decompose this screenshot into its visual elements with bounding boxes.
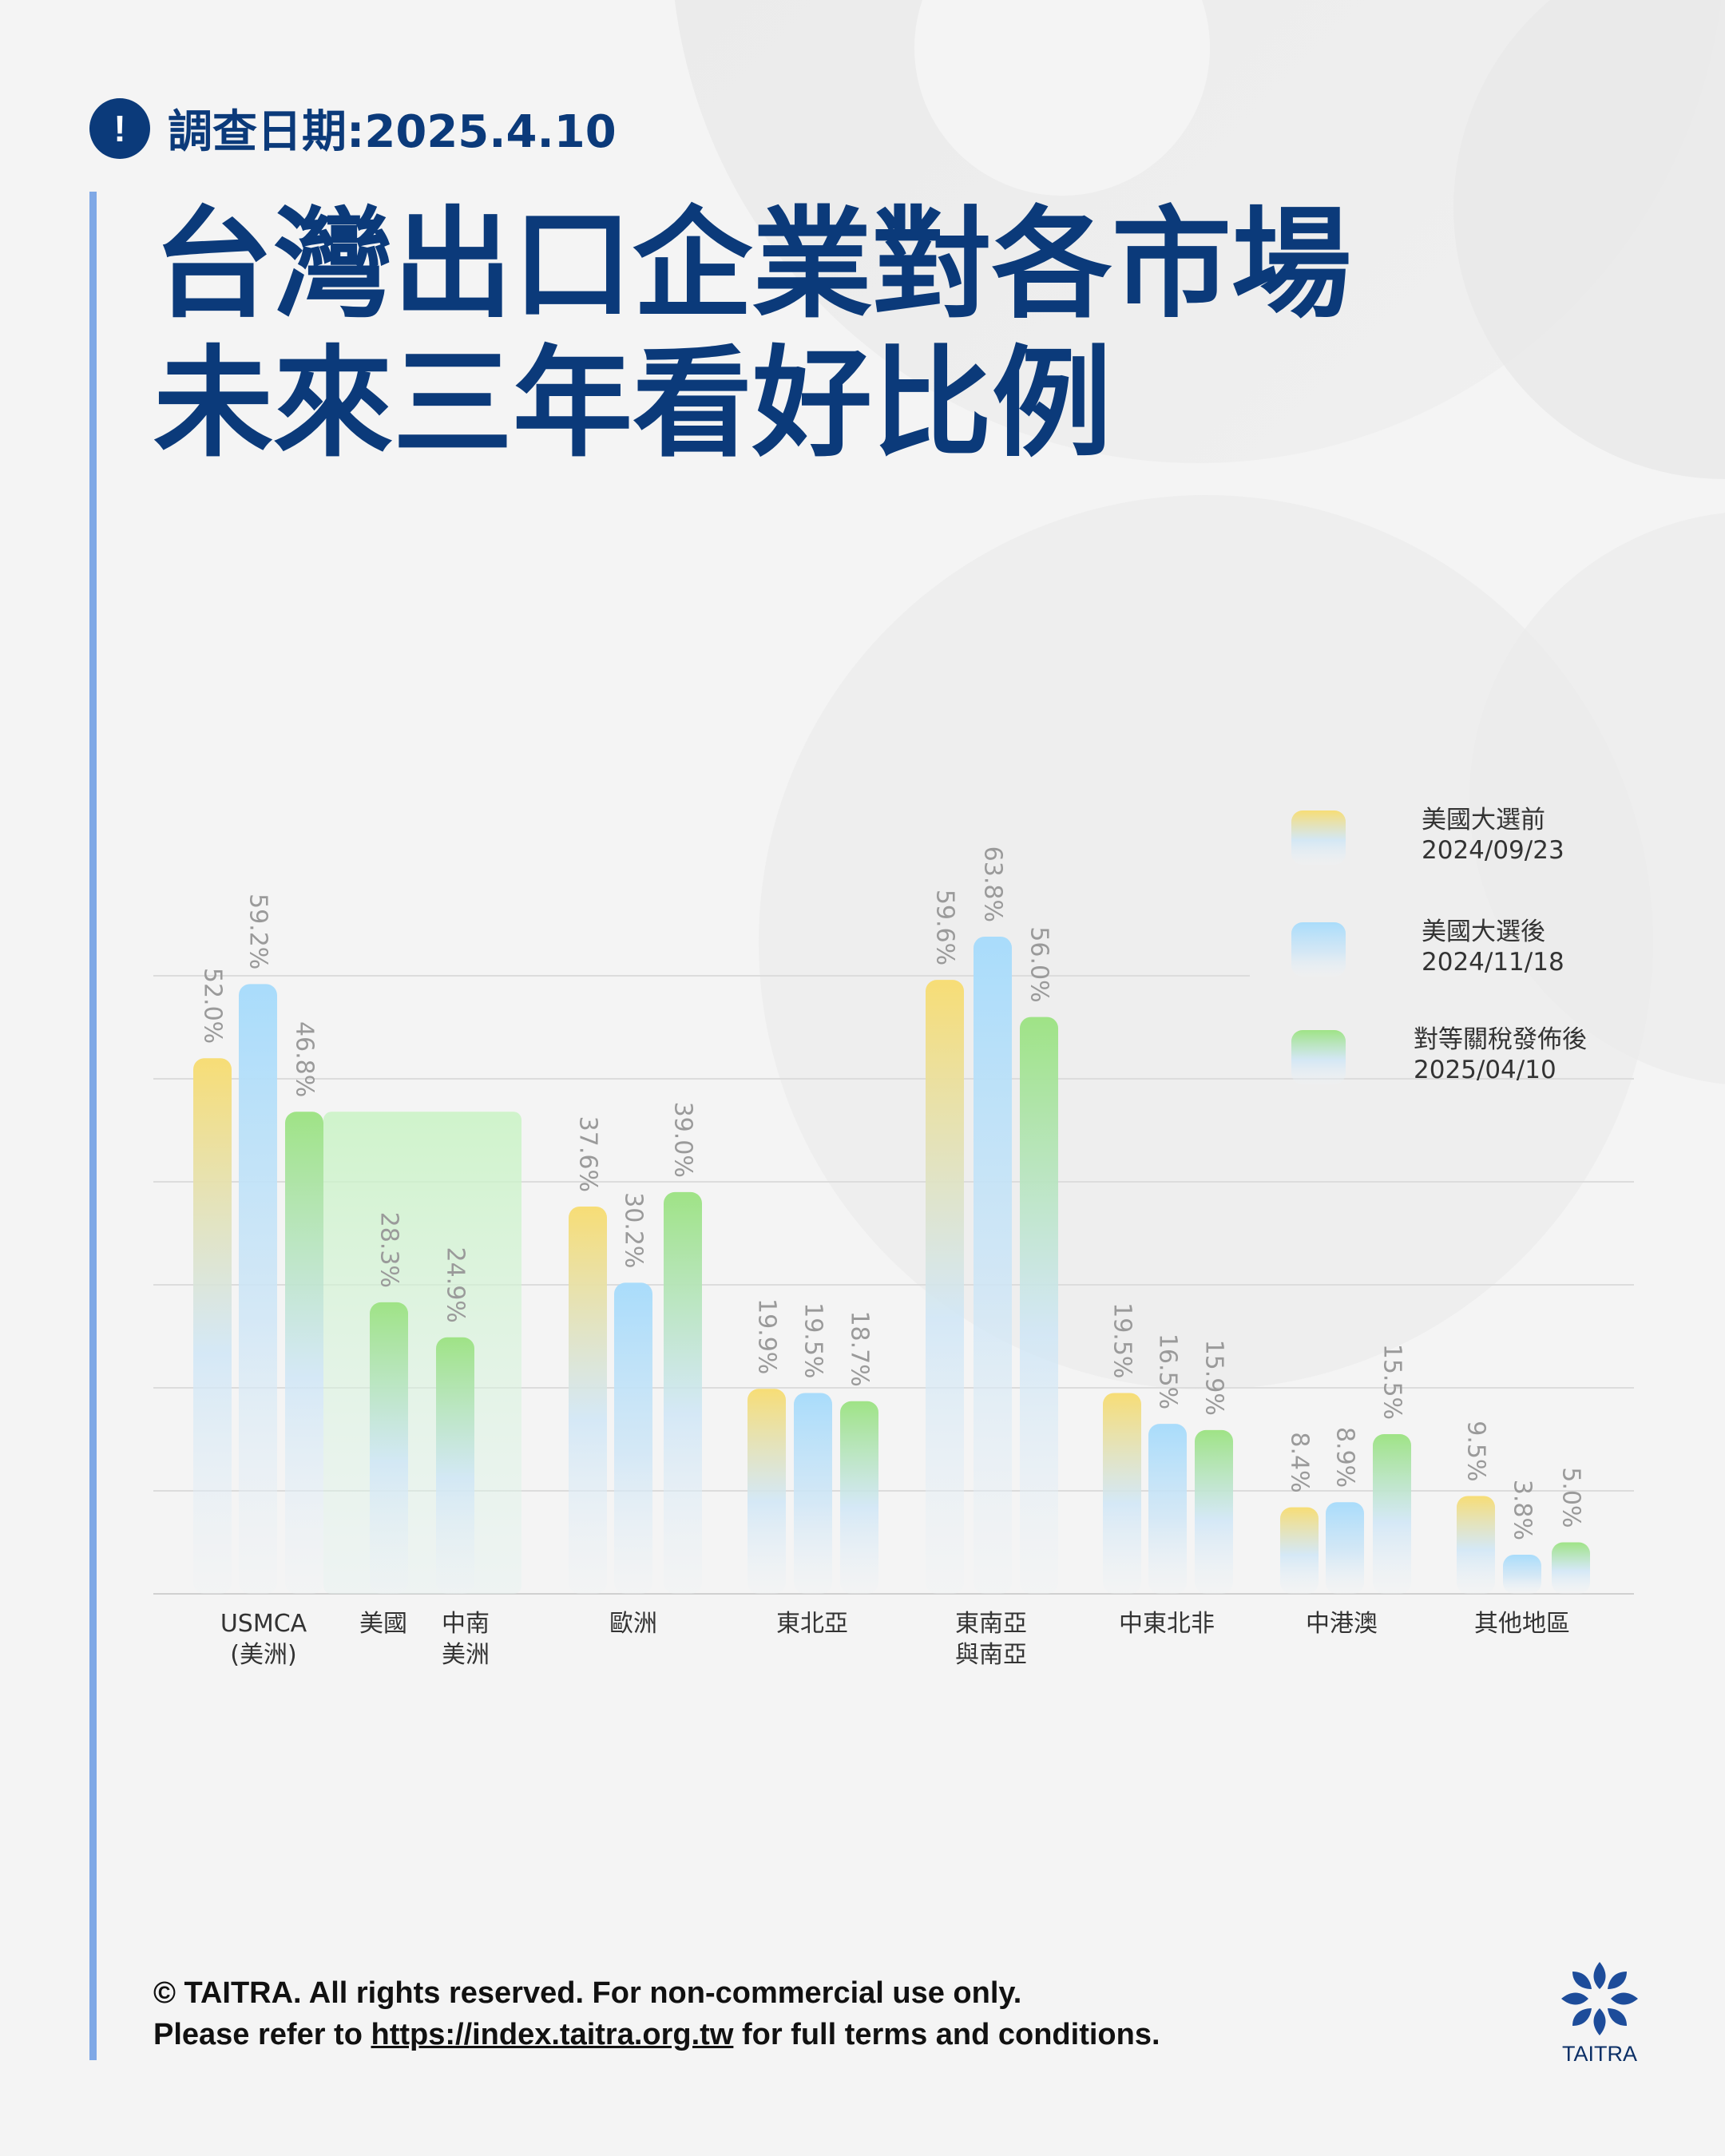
bar-2-8 <box>1552 1542 1590 1594</box>
bar-1-8 <box>1503 1554 1541 1594</box>
category-label-8: 其他地區 <box>1474 1610 1570 1638</box>
category-label-5: 東南亞 <box>955 1610 1027 1638</box>
bar-0-7 <box>1280 1507 1319 1594</box>
bar-1-7 <box>1326 1502 1364 1594</box>
survey-date: 調查日期:2025.4.10 <box>168 106 617 158</box>
footer-line-2: Please refer to https://index.taitra.org… <box>153 2014 1160 2055</box>
bar-0-0 <box>193 1058 232 1594</box>
data-label-1-3: 30.2% <box>620 1192 648 1268</box>
data-label-1-7: 8.9% <box>1331 1427 1359 1488</box>
footer-suffix: for full terms and conditions. <box>733 2018 1160 2051</box>
data-label-2-8: 5.0% <box>1557 1467 1585 1528</box>
legend-label-1: 2024/11/18 <box>1422 948 1564 977</box>
data-label-0-7: 8.4% <box>1286 1432 1314 1492</box>
category-label-7: 中港澳 <box>1306 1610 1378 1638</box>
bar-2-1 <box>370 1302 408 1594</box>
breakdown-area <box>323 1112 521 1594</box>
footer-prefix: Please refer to <box>153 2018 371 2051</box>
data-label-0-0: 52.0% <box>199 968 227 1044</box>
data-label-0-8: 9.5% <box>1462 1421 1490 1481</box>
category-label-4: 東北亞 <box>776 1610 848 1638</box>
title-line-1: 台灣出口企業對各市場 <box>153 196 1352 335</box>
legend-swatch-2 <box>1291 1030 1346 1084</box>
bar-0-3 <box>569 1206 607 1594</box>
category-label-6: 中東北非 <box>1119 1610 1215 1638</box>
data-label-0-6: 19.5% <box>1108 1302 1136 1378</box>
bar-1-4 <box>794 1393 832 1594</box>
data-label-0-5: 59.6% <box>931 890 959 965</box>
taitra-logo-text: TAITRA <box>1562 2042 1637 2066</box>
taitra-logo: TAITRA <box>1556 1960 1644 2067</box>
bar-2-4 <box>840 1401 878 1594</box>
data-label-2-2: 24.9% <box>442 1246 470 1322</box>
legend-swatch-1 <box>1291 922 1346 977</box>
terms-link[interactable]: https://index.taitra.org.tw <box>371 2018 734 2051</box>
bar-0-4 <box>748 1389 786 1594</box>
legend-label-0: 2024/09/23 <box>1422 836 1564 865</box>
data-label-2-0: 46.8% <box>291 1021 319 1097</box>
data-label-1-0: 59.2% <box>244 894 272 969</box>
bar-1-5 <box>974 936 1012 1594</box>
alert-icon: ! <box>89 97 150 159</box>
category-label-5: 與南亞 <box>955 1641 1027 1669</box>
category-label-2: 美洲 <box>442 1641 490 1669</box>
bar-2-6 <box>1195 1429 1233 1594</box>
footer-line-1: © TAITRA. All rights reserved. For non-c… <box>153 1976 1022 2010</box>
category-label-2: 中南 <box>442 1610 490 1638</box>
category-label-0: (美洲) <box>230 1641 296 1669</box>
bar-1-3 <box>614 1282 652 1594</box>
legend-label-1: 美國大選後 <box>1422 917 1545 946</box>
data-label-1-4: 19.5% <box>799 1302 827 1378</box>
data-label-2-1: 28.3% <box>375 1212 403 1288</box>
data-label-0-3: 37.6% <box>574 1116 602 1192</box>
bar-2-7 <box>1373 1434 1411 1594</box>
legend-label-2: 對等關稅發佈後 <box>1414 1025 1587 1054</box>
title-line-2: 未來三年看好比例 <box>153 335 1112 474</box>
bar-2-2 <box>436 1337 474 1594</box>
page-title: 台灣出口企業對各市場 未來三年看好比例 <box>153 196 1591 474</box>
data-label-2-5: 56.0% <box>1025 926 1053 1002</box>
data-label-2-7: 15.5% <box>1378 1344 1406 1420</box>
accent-bar <box>89 192 97 2060</box>
data-label-1-6: 16.5% <box>1154 1334 1182 1409</box>
bar-0-8 <box>1457 1496 1495 1594</box>
copyright-footer: © TAITRA. All rights reserved. For non-c… <box>153 1972 1160 2055</box>
legend-swatch-0 <box>1291 810 1346 865</box>
category-label-0: USMCA <box>220 1610 307 1638</box>
legend-label-2: 2025/04/10 <box>1414 1056 1556 1084</box>
data-label-1-5: 63.8% <box>979 846 1007 922</box>
bar-2-3 <box>664 1191 702 1594</box>
category-label-1: 美國 <box>359 1610 407 1638</box>
bar-1-0 <box>239 984 277 1594</box>
data-label-2-3: 39.0% <box>669 1102 697 1178</box>
category-label-3: 歐洲 <box>609 1610 657 1638</box>
bar-1-6 <box>1148 1424 1187 1594</box>
data-label-2-4: 18.7% <box>846 1310 874 1386</box>
bar-2-0 <box>285 1112 323 1594</box>
bar-2-5 <box>1020 1017 1058 1594</box>
legend-label-0: 美國大選前 <box>1422 806 1545 834</box>
bar-0-6 <box>1103 1393 1141 1594</box>
data-label-2-6: 15.9% <box>1200 1340 1228 1416</box>
data-label-1-8: 3.8% <box>1509 1480 1537 1540</box>
bar-0-5 <box>926 980 964 1594</box>
survey-date-row: ! 調查日期:2025.4.10 <box>89 96 617 161</box>
data-label-0-4: 19.9% <box>753 1298 781 1374</box>
taitra-logo-icon <box>1561 1962 1638 2035</box>
